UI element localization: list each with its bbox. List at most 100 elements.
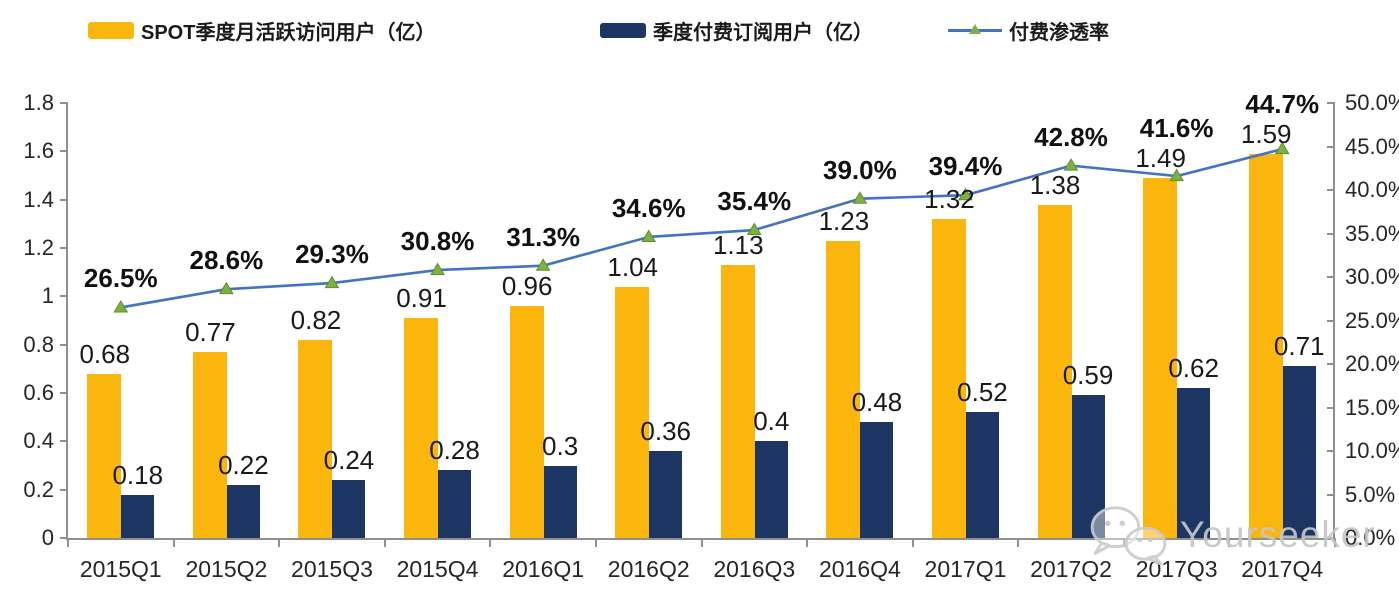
left-axis-tick xyxy=(60,440,68,443)
right-axis-tick xyxy=(1327,363,1335,365)
x-axis-label: 2015Q2 xyxy=(185,556,268,582)
x-axis-label: 2016Q1 xyxy=(502,556,585,582)
left-axis-tick-label: 1.2 xyxy=(23,235,54,260)
mau-value-label: 0.82 xyxy=(290,304,342,335)
x-axis-tick xyxy=(1334,538,1336,547)
penetration-line xyxy=(120,147,1283,309)
penetration-legend-label: 付费渗透率 xyxy=(1009,21,1109,44)
penetration-value-label: 34.6% xyxy=(611,192,686,223)
penetration-value-label: 44.7% xyxy=(1245,88,1320,119)
subscribers-bar xyxy=(1177,388,1211,538)
x-axis-tick xyxy=(172,538,175,547)
mau-bar xyxy=(720,264,755,538)
subscribers-value-label: 0.22 xyxy=(218,449,269,480)
x-axis-tick xyxy=(594,538,597,547)
right-axis-tick-label: 35.0% xyxy=(1345,220,1399,246)
subscribers-bar xyxy=(860,422,894,538)
penetration-marker xyxy=(1063,158,1079,171)
right-axis-tick xyxy=(1327,537,1335,539)
x-axis-tick xyxy=(806,538,809,547)
mau-value-label: 1.38 xyxy=(1029,169,1081,200)
penetration-legend-marker xyxy=(948,22,1002,38)
subscribers-value-label: 0.71 xyxy=(1273,331,1325,362)
x-axis-label: 2017Q1 xyxy=(924,556,1007,582)
left-axis-tick xyxy=(60,488,68,491)
wechat-icon xyxy=(1090,506,1167,566)
x-axis-tick xyxy=(383,538,386,547)
penetration-marker xyxy=(1274,141,1290,155)
mau-value-label: 1.59 xyxy=(1240,118,1292,149)
legend-item-subscribers: 季度付费订阅用户（亿） xyxy=(600,14,873,46)
x-axis-tick xyxy=(1122,538,1125,547)
x-axis-tick xyxy=(1228,538,1231,547)
subscribers-value-label: 0.4 xyxy=(753,406,790,437)
mau-bar xyxy=(615,286,650,538)
penetration-marker xyxy=(218,281,234,295)
right-axis-tick xyxy=(1327,102,1335,104)
left-axis-tick xyxy=(60,102,68,104)
subscribers-value-label: 0.48 xyxy=(851,387,903,417)
penetration-value-label: 39.0% xyxy=(823,154,897,185)
right-axis-tick-label: 40.0% xyxy=(1345,177,1399,202)
subscribers-bar xyxy=(965,412,999,538)
right-axis-tick-label: 0.0% xyxy=(1345,525,1396,550)
right-axis-tick xyxy=(1327,406,1335,409)
penetration-marker xyxy=(113,299,129,313)
left-axis-tick xyxy=(60,247,68,249)
left-axis-tick-label: 1.6 xyxy=(23,138,54,164)
left-axis-tick-label: 1.4 xyxy=(23,186,54,212)
x-axis-tick xyxy=(1017,538,1020,547)
mau-bar xyxy=(1037,204,1072,538)
penetration-value-label: 41.6% xyxy=(1139,112,1214,143)
x-axis-tick xyxy=(911,538,914,547)
penetration-marker xyxy=(430,262,445,276)
mau-legend-swatch xyxy=(88,21,134,39)
mau-value-label: 0.91 xyxy=(396,283,447,314)
left-axis-line xyxy=(66,103,68,540)
mau-value-label: 0.77 xyxy=(185,316,236,347)
right-axis-tick xyxy=(1327,450,1335,452)
x-axis-label: 2016Q4 xyxy=(818,556,901,582)
subscribers-value-label: 0.62 xyxy=(1168,353,1219,384)
mau-bar xyxy=(404,318,439,538)
x-axis-tick xyxy=(700,538,703,547)
right-axis-tick xyxy=(1327,189,1335,191)
subscribers-value-label: 0.36 xyxy=(640,416,692,446)
left-axis-tick-label: 0.8 xyxy=(23,331,54,357)
subscribers-value-label: 0.3 xyxy=(542,430,579,461)
mau-value-label: 1.04 xyxy=(607,251,659,282)
penetration-marker xyxy=(641,229,657,242)
x-axis-label: 2016Q3 xyxy=(713,556,796,582)
subscribers-value-label: 0.24 xyxy=(323,445,375,475)
subscribers-legend-swatch xyxy=(600,22,646,38)
right-axis-tick xyxy=(1327,493,1335,496)
right-axis-tick-label: 5.0% xyxy=(1345,481,1396,507)
x-axis-tick xyxy=(489,538,492,547)
left-axis-tick xyxy=(60,392,68,394)
left-axis-tick xyxy=(60,198,68,201)
subscribers-bar xyxy=(332,480,366,538)
penetration-value-label: 39.4% xyxy=(928,151,1003,182)
penetration-value-label: 35.4% xyxy=(717,186,792,217)
subscribers-value-label: 0.52 xyxy=(957,377,1008,408)
right-axis-tick-label: 10.0% xyxy=(1345,438,1399,463)
triangle-marker-icon xyxy=(969,24,981,34)
right-axis-tick-label: 45.0% xyxy=(1345,133,1399,159)
right-axis-tick xyxy=(1327,276,1335,278)
penetration-marker xyxy=(746,222,762,236)
left-axis-tick xyxy=(60,343,68,346)
mau-bar xyxy=(1248,153,1283,538)
penetration-value-label: 26.5% xyxy=(83,263,158,294)
subscribers-value-label: 0.18 xyxy=(112,459,164,490)
watermark: Yourseeker xyxy=(1086,503,1376,567)
right-axis-tick-label: 20.0% xyxy=(1345,351,1399,376)
mau-bar xyxy=(298,339,333,538)
left-axis-tick-label: 1 xyxy=(41,283,54,309)
mau-bar xyxy=(931,219,966,538)
penetration-value-label: 31.3% xyxy=(506,221,580,252)
penetration-value-label: 42.8% xyxy=(1034,121,1108,152)
